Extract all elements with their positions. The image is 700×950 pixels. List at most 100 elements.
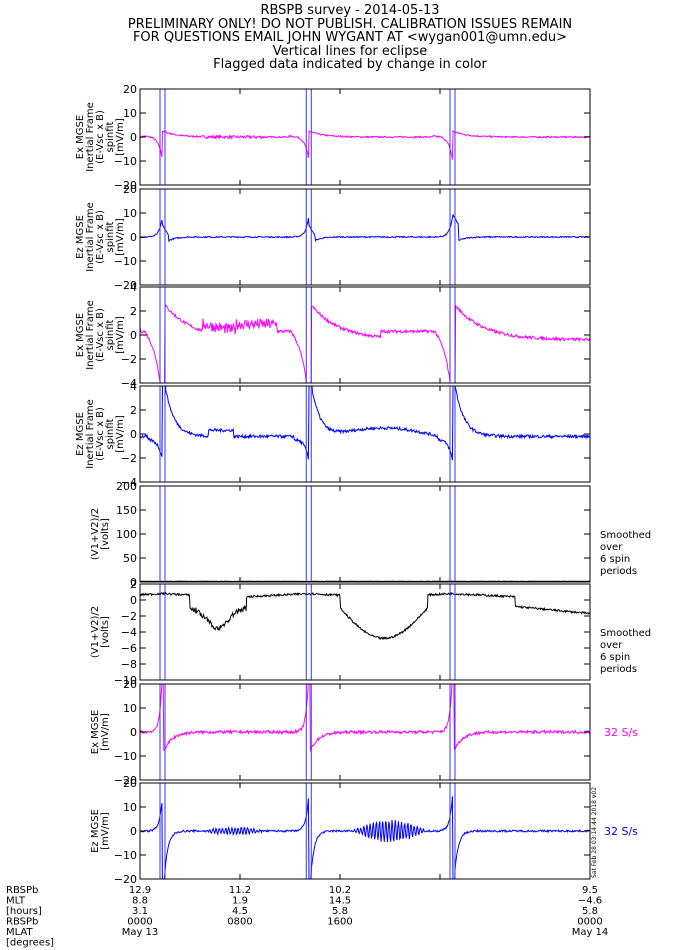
series-line: [140, 684, 590, 753]
y-tick-label: −20: [114, 179, 137, 192]
panel-note: Smoothed: [600, 530, 651, 541]
y-axis-label: Ez MGSE: [75, 412, 86, 456]
y-tick-label: 0: [130, 329, 137, 342]
panel-note: over: [600, 640, 623, 651]
y-tick-label: −10: [114, 750, 137, 763]
y-tick-label: −4: [121, 476, 137, 489]
panel-note: 6 spin: [600, 554, 630, 565]
y-tick-label: −20: [114, 873, 137, 886]
x-axis-tick-label: 3.1: [132, 906, 148, 917]
y-axis-label: Ez MGSE: [75, 215, 86, 259]
y-tick-label: −20: [114, 279, 137, 292]
title-block: RBSPB survey - 2014-05-13 PRELIMINARY ON…: [0, 4, 700, 72]
y-axis-label: spinfit: [105, 221, 116, 252]
panel-2: 20 10 0 −10 −20 Ez MGSE Inertial Frame (E-Vsc x…: [75, 183, 591, 292]
y-tick-label: −10: [114, 255, 137, 268]
y-axis-label: spinfit: [105, 319, 116, 350]
y-tick-label: 0: [130, 231, 137, 244]
panel-note: 6 spin: [600, 652, 630, 663]
panel-frame: [139, 485, 591, 583]
panel-8: 20 10 0 −10 −20 Ez MGSE [mV/m] 32 S/s: [90, 777, 638, 886]
series-line: [140, 591, 590, 640]
y-tick-label: 0: [130, 825, 137, 838]
panel-frame: [139, 385, 591, 483]
y-axis-label: [volts]: [100, 616, 111, 648]
y-axis-label: [volts]: [100, 518, 111, 550]
y-tick-label: 100: [116, 528, 137, 541]
series-line: [140, 129, 590, 160]
y-axis-label: [mV/m]: [115, 118, 126, 156]
panel-4: 4 2 0 −2 −4 Ez MGSE Inertial Frame (E-Vsc x B) s…: [75, 380, 591, 489]
series-line: [140, 213, 590, 243]
y-tick-label: 10: [123, 702, 137, 715]
subtitle-line: Vertical lines for eclipse: [272, 43, 428, 59]
y-axis-label: Ex MGSE: [75, 313, 86, 357]
x-axis-row-label: RBSPb: [6, 885, 38, 896]
x-axis-tick-label: May 13: [122, 927, 159, 938]
x-axis-tick-label: 1600: [327, 917, 352, 928]
y-tick-label: 4: [130, 380, 137, 393]
x-axis-tick-label: 5.8: [582, 906, 598, 917]
y-tick-label: −8: [121, 658, 137, 671]
y-tick-label: 2: [130, 305, 137, 318]
y-axis-label: Inertial Frame: [85, 102, 96, 172]
subtitle-line: Flagged data indicated by change in colo…: [213, 57, 487, 72]
y-tick-label: 0: [130, 576, 137, 589]
y-axis-label: [mV/m]: [100, 713, 111, 751]
y-tick-label: 4: [130, 281, 137, 294]
y-tick-label: −10: [114, 849, 137, 862]
x-axis-tick-label: May 14: [572, 927, 609, 938]
y-tick-label: 10: [123, 207, 137, 220]
y-axis-label: spinfit: [105, 418, 116, 449]
y-axis-label: spinfit: [105, 121, 116, 152]
x-axis-tick-label: 11.2: [229, 885, 251, 896]
y-tick-label: −2: [121, 353, 137, 366]
y-axis-label: (E-Vsc x B): [95, 308, 106, 362]
x-axis-tick-label: 5.8: [332, 906, 348, 917]
y-tick-label: −2: [121, 452, 137, 465]
y-axis-label: (V1+V2)/2: [90, 606, 101, 658]
x-axis-tick-label: 10.2: [329, 885, 351, 896]
y-tick-label: 20: [123, 183, 137, 196]
panel-note: 32 S/s: [604, 825, 638, 838]
y-tick-label: −4: [121, 377, 137, 390]
y-axis-label: [mV/m]: [115, 218, 126, 256]
x-axis-tick-label: 9.5: [582, 885, 598, 896]
x-axis-tick-label: 1.9: [232, 896, 248, 907]
panel-7: 20 10 0 −10 −20 Ex MGSE [mV/m] 32 S/s: [90, 678, 638, 787]
panel-6: 20−2−4−6−8−10(V1+V2)/2 [volts] Smoothedove…: [90, 578, 651, 687]
panel-note: periods: [600, 566, 637, 577]
y-tick-label: 20: [123, 83, 137, 96]
y-tick-label: 10: [123, 801, 137, 814]
y-axis-label: (E-Vsc x B): [95, 407, 106, 461]
series-line: [140, 386, 590, 461]
x-axis-tick-label: 14.5: [329, 896, 351, 907]
x-axis-tick-label: 12.9: [129, 885, 151, 896]
panel-3: 4 2 0 −2 −4 Ex MGSE Inertial Frame (E-Vsc x B) s…: [75, 281, 591, 390]
y-tick-label: 50: [123, 552, 137, 565]
y-tick-label: 2: [130, 404, 137, 417]
x-axis-tick-label: 0000: [127, 917, 152, 928]
y-tick-label: −10: [114, 155, 137, 168]
panel-note: over: [600, 542, 623, 553]
y-tick-label: −2: [121, 610, 137, 623]
panel-note: 32 S/s: [604, 726, 638, 739]
y-tick-label: 0: [130, 594, 137, 607]
y-axis-label: Inertial Frame: [85, 300, 96, 370]
y-axis-label: [mV/m]: [115, 415, 126, 453]
y-tick-label: −4: [121, 626, 137, 639]
y-tick-label: 20: [123, 678, 137, 691]
y-tick-label: −6: [121, 642, 137, 655]
y-tick-label: 0: [130, 131, 137, 144]
title-line: RBSPB survey - 2014-05-13: [260, 3, 440, 18]
x-axis-row-label: MLAT: [6, 927, 33, 938]
y-tick-label: 0: [130, 726, 137, 739]
x-axis-row-label: MLT: [6, 896, 26, 907]
y-axis-label: (E-Vsc x B): [95, 110, 106, 164]
timestamp-stamp: Sat Feb 28 03:14:44 2018 v02: [591, 787, 598, 878]
y-axis-label: Inertial Frame: [85, 399, 96, 469]
y-tick-label: 150: [116, 504, 137, 517]
panel-5: 200 150 100 50 0 (V1+V2)/2 [volts] Smoothedover…: [90, 480, 651, 589]
x-axis-row-label: [degrees]: [6, 938, 54, 949]
